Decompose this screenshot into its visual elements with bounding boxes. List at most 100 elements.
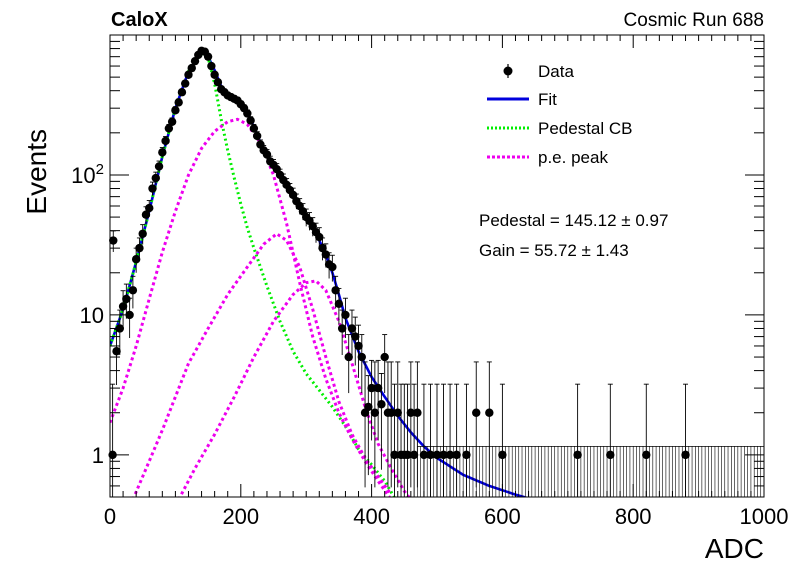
fit-results: Pedestal = 145.12 ± 0.97 Gain = 55.72 ± … <box>479 211 668 260</box>
data-marker <box>485 408 494 417</box>
plot-axes: 0 200 400 600 800 1000 1 10 102 <box>71 34 788 529</box>
data-point <box>403 383 412 497</box>
x-axis-title: ADC <box>705 533 764 564</box>
pe-peak-curve-1 <box>110 117 392 497</box>
x-tick-label: 400 <box>353 504 390 529</box>
data-point <box>148 181 157 196</box>
data-point <box>171 106 180 115</box>
data-marker <box>171 106 180 115</box>
data-marker <box>249 124 259 133</box>
data-marker <box>151 173 160 183</box>
data-marker <box>138 229 147 238</box>
data-point <box>373 359 383 441</box>
data-point <box>393 361 402 488</box>
data-point <box>187 63 196 73</box>
data-marker <box>337 324 347 333</box>
data-marker <box>387 408 396 417</box>
data-marker <box>112 347 121 356</box>
data-marker <box>334 299 344 309</box>
data-point <box>344 334 353 394</box>
data-point <box>167 117 177 126</box>
data-marker <box>154 162 164 171</box>
data-marker <box>403 450 412 460</box>
data-marker <box>109 236 118 245</box>
pe-peak-curve-3 <box>178 279 411 497</box>
data-point <box>207 61 216 71</box>
data-point <box>367 359 376 441</box>
data-marker <box>406 408 416 417</box>
data-point <box>380 334 389 394</box>
data-point <box>138 224 147 245</box>
data-marker <box>351 332 360 341</box>
data-point <box>243 109 252 118</box>
data-marker <box>148 184 157 193</box>
data-marker <box>380 352 389 362</box>
data-marker <box>315 232 324 242</box>
data-marker <box>187 63 196 73</box>
data-point <box>210 70 219 79</box>
y-axis-title: Events <box>21 129 52 215</box>
data-point <box>351 316 360 366</box>
data-marker <box>125 310 134 320</box>
x-tick-label: 800 <box>615 504 652 529</box>
data-point <box>174 98 183 107</box>
data-marker <box>181 79 190 88</box>
data-marker <box>131 255 141 264</box>
pe-peak-curve-2 <box>132 231 393 497</box>
data-marker <box>354 341 363 351</box>
data-marker <box>203 52 213 61</box>
data-marker <box>373 383 383 393</box>
experiment-label: CaloX <box>111 9 168 31</box>
data-points <box>108 46 764 497</box>
data-point <box>135 237 144 261</box>
pedestal-result: Pedestal = 145.12 ± 0.97 <box>479 211 668 230</box>
data-point <box>354 324 363 378</box>
data-marker <box>161 136 170 146</box>
gain-result: Gain = 55.72 ± 1.43 <box>479 241 629 260</box>
data-marker <box>210 70 219 79</box>
data-marker <box>118 302 128 311</box>
data-point <box>145 200 154 217</box>
legend: Data Fit Pedestal CB p.e. peak <box>487 62 633 167</box>
data-marker <box>141 210 151 219</box>
data-marker <box>135 243 144 253</box>
data-point <box>203 52 213 61</box>
data-marker <box>243 109 252 118</box>
data-marker <box>177 88 187 97</box>
data-point <box>151 171 160 185</box>
data-marker <box>184 70 193 79</box>
legend-label-pedestal-cb: Pedestal CB <box>538 119 633 138</box>
data-marker <box>164 124 174 133</box>
data-point <box>181 79 190 88</box>
data-point <box>370 361 380 488</box>
y-tick-label: 102 <box>71 161 104 188</box>
legend-entry-pe-peak: p.e. peak <box>487 148 608 167</box>
data-marker <box>413 408 422 417</box>
data-point <box>328 254 337 282</box>
data-marker <box>167 117 177 126</box>
data-marker <box>174 98 183 107</box>
data-marker <box>207 61 216 71</box>
legend-label-pe-peak: p.e. peak <box>538 148 608 167</box>
run-label: Cosmic Run 688 <box>624 10 764 31</box>
data-marker <box>347 324 357 333</box>
data-marker <box>409 450 419 460</box>
data-marker <box>252 131 262 141</box>
data-marker <box>128 286 138 295</box>
data-point <box>406 361 416 488</box>
y-tick-label: 1 <box>92 443 104 468</box>
data-marker <box>357 352 366 362</box>
data-marker <box>390 450 399 460</box>
legend-entry-pedestal-cb: Pedestal CB <box>487 119 633 138</box>
x-tick-label: 600 <box>484 504 521 529</box>
data-marker <box>364 402 373 412</box>
data-point <box>125 297 134 339</box>
data-marker <box>246 116 255 125</box>
data-point <box>357 334 366 394</box>
data-point <box>252 131 262 141</box>
data-point <box>409 383 419 497</box>
data-point <box>184 70 193 79</box>
data-point <box>154 160 164 173</box>
data-marker <box>190 56 200 66</box>
